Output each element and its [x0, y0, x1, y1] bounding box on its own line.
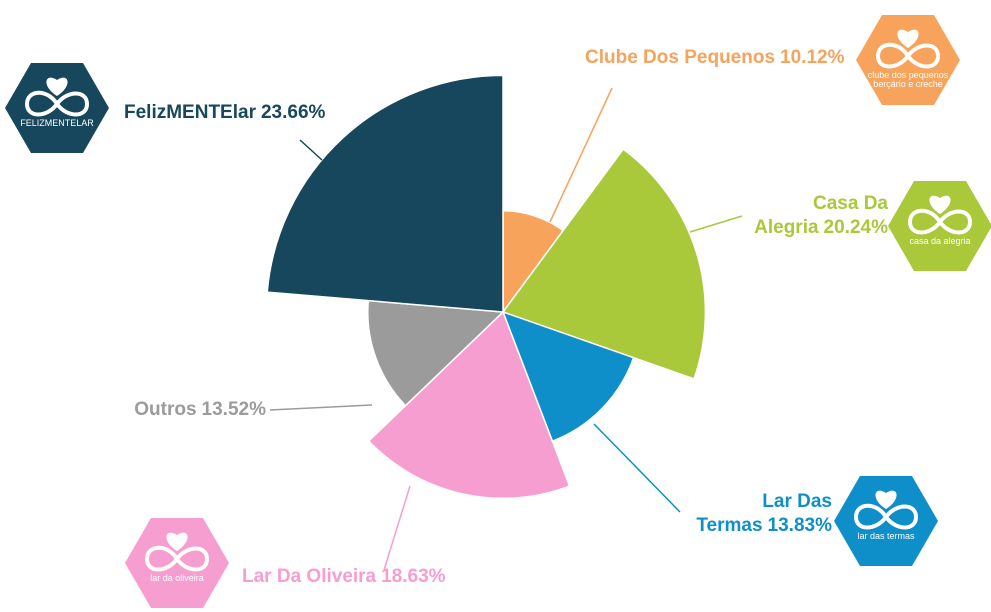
leader-line [269, 404, 373, 411]
wedge [367, 299, 505, 407]
logo: casa da alegria [888, 181, 991, 271]
slice-name: Outros [134, 399, 197, 420]
logo-hexagon [834, 476, 938, 566]
logo: lar da oliveira [125, 518, 229, 608]
logo-heart [929, 195, 951, 214]
slice-value: 13.83% [767, 515, 832, 536]
slice-label: Lar Das Termas 13.83% [660, 490, 832, 538]
slice-label: Clube Dos Pequenos 10.12% [585, 46, 865, 70]
logo-hexagon [856, 15, 960, 105]
slice-name: Clube Dos Pequenos [585, 47, 776, 68]
logo-text: berçário e creche [873, 79, 943, 89]
slice-label: Outros 13.52% [80, 398, 266, 422]
logo-heart [875, 490, 897, 509]
logo-infinity [24, 90, 90, 117]
leader-line [299, 139, 323, 161]
slice-label: Casa Da Alegria 20.24% [700, 192, 888, 240]
slice-value: 13.52% [201, 399, 266, 420]
logo-heart [166, 532, 188, 551]
slice-value: 10.12% [780, 47, 845, 68]
slice-label: FelizMENTElar 23.66% [124, 101, 384, 125]
logo-text: casa da alegria [909, 236, 970, 246]
wedge [367, 310, 571, 500]
wedge [501, 310, 635, 443]
logo-hexagon [5, 63, 109, 153]
logo: lar das termas [834, 476, 938, 566]
logo-heart [46, 77, 68, 96]
logo-infinity [875, 42, 941, 69]
leader-line [593, 423, 681, 513]
logo-text: clube dos pequenos [868, 70, 949, 80]
leader-line [383, 485, 411, 571]
logo-infinity [144, 545, 210, 572]
slice-label: Lar Da Oliveira 18.63% [242, 565, 502, 589]
logo-heart [897, 29, 919, 48]
slice-name: Casa Da Alegria [754, 193, 888, 238]
logo-hexagon [888, 181, 991, 271]
slice-value: 18.63% [381, 566, 446, 587]
wedge [501, 148, 707, 380]
slice-name: FelizMENTElar [124, 102, 256, 123]
slice-name: Lar Da Oliveira [242, 566, 377, 587]
logo-hexagon [125, 518, 229, 608]
logo-text: lar da oliveira [150, 573, 204, 583]
logo-infinity [853, 503, 919, 530]
slice-value: 23.66% [260, 102, 326, 123]
wedge [266, 74, 504, 313]
logo-text: FELIZMENTELAR [20, 118, 94, 128]
slice-value: 20.24% [823, 217, 888, 238]
slice-name: Lar Das Termas [696, 491, 832, 536]
logo: FELIZMENTELAR [5, 63, 109, 153]
logo-text: lar das termas [857, 531, 915, 541]
leader-line [689, 215, 743, 233]
leader-line [549, 87, 613, 223]
logo-infinity [907, 208, 973, 235]
